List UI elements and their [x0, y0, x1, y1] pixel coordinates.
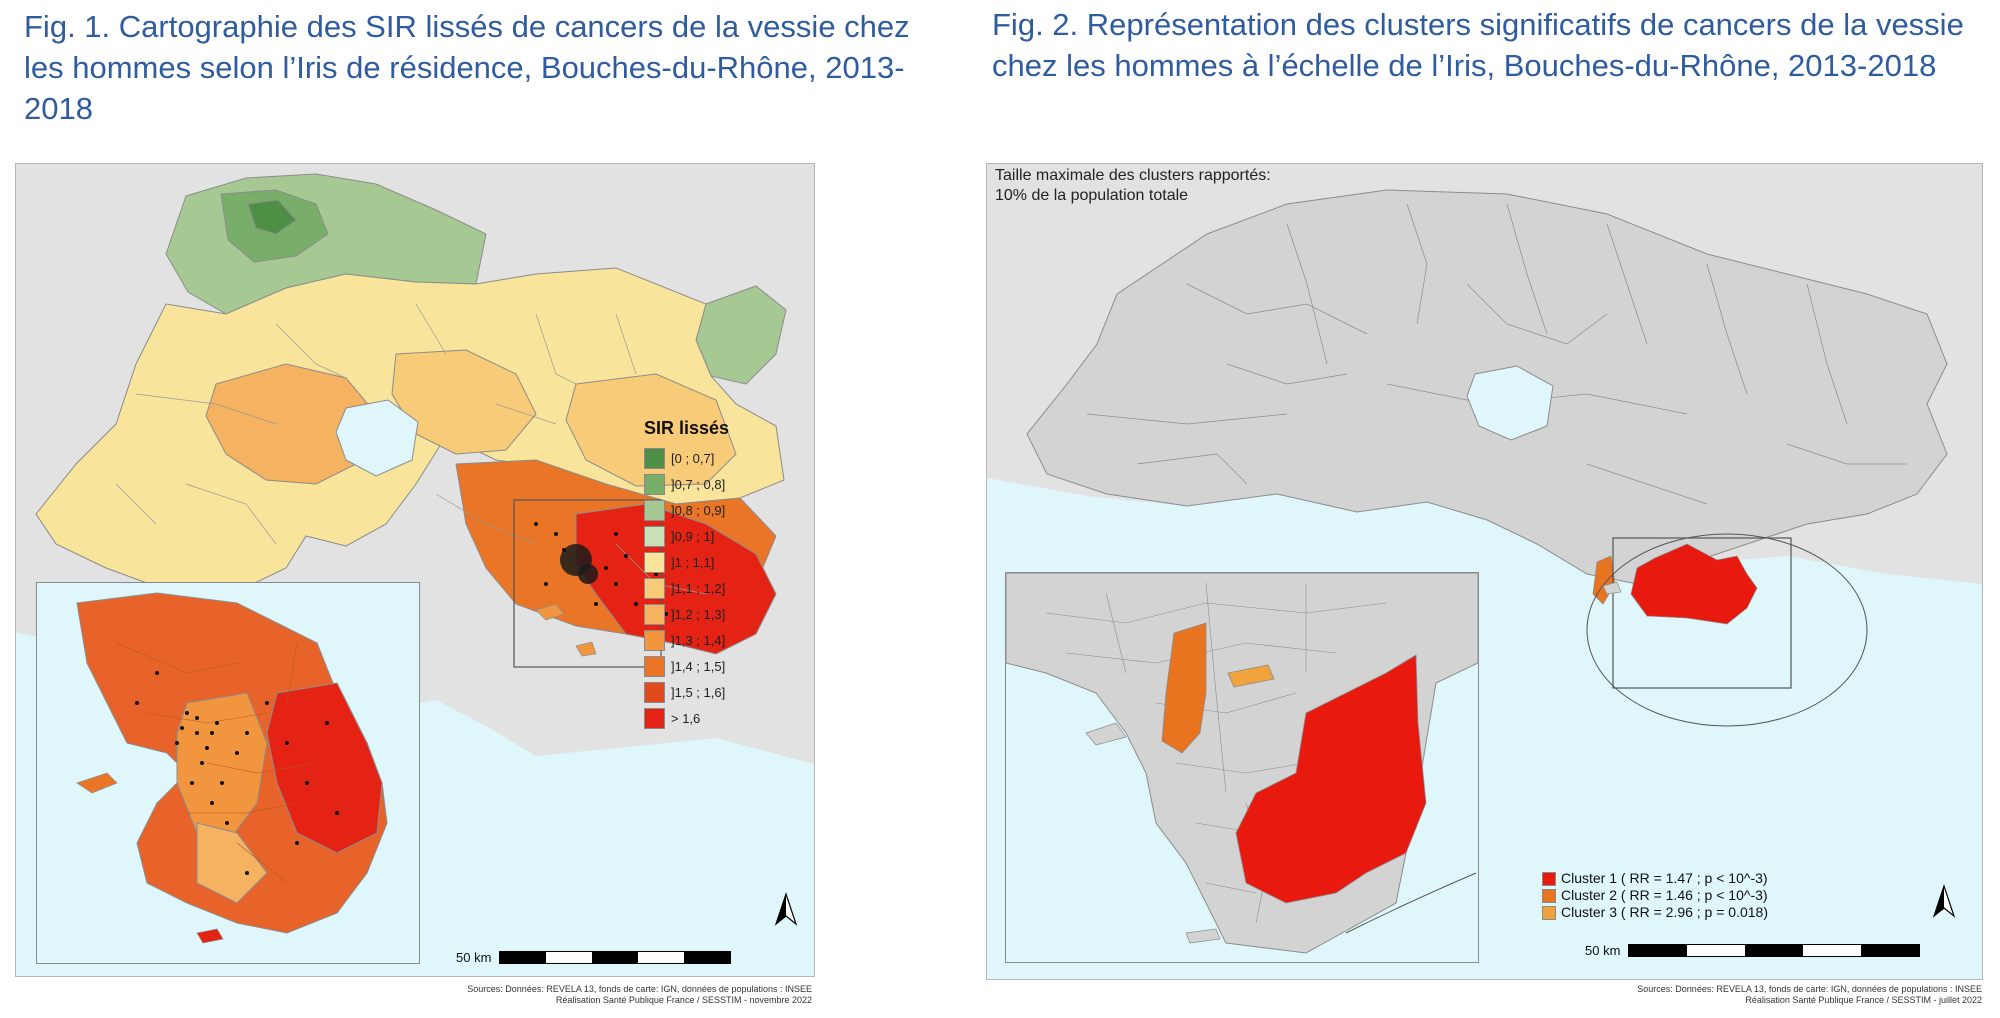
cluster-1-area — [1630, 543, 1758, 625]
legend-label: ]0,8 ; 0,9] — [671, 502, 726, 518]
cluster-legend-item: Cluster 1 ( RR = 1.47 ; p < 10^-3) — [1542, 870, 1768, 887]
legend-swatch — [644, 447, 665, 469]
legend-label: ]1,1 ; 1,2] — [671, 580, 726, 596]
cluster-label: Cluster 1 ( RR = 1.47 ; p < 10^-3) — [1561, 870, 1768, 886]
legend-item: ]1,4 ; 1,5] — [644, 654, 725, 678]
legend-swatch — [644, 655, 665, 677]
sources-line: Sources: Données: REVELA 13, fonds de ca… — [1637, 984, 1982, 994]
cluster-3-inset-area — [1227, 664, 1275, 688]
scale-bar-graphic — [499, 951, 732, 964]
legend-item: ]0,9 ; 1] — [644, 524, 714, 548]
cluster-size-note: Taille maximale des clusters rapportés: … — [995, 166, 1271, 206]
legend-item: ]1,1 ; 1,2] — [644, 576, 725, 600]
figure-1-title: Fig. 1. Cartographie des SIR lissés de c… — [24, 9, 910, 126]
cluster-swatch — [1542, 905, 1556, 920]
legend-item: ]1,5 ; 1,6] — [644, 680, 725, 704]
cluster-1-circle — [1586, 533, 1868, 727]
legend-swatch — [644, 473, 665, 495]
north-arrow-icon — [1932, 884, 1956, 918]
credits-line: Réalisation Santé Publique France / SESS… — [555, 995, 812, 1005]
sources-line: Sources: Données: REVELA 13, fonds de ca… — [467, 984, 812, 994]
scale-bar-graphic — [1628, 944, 1921, 957]
legend-label: ]1,5 ; 1,6] — [671, 684, 726, 700]
credits-line: Réalisation Santé Publique France / SESS… — [1745, 995, 1982, 1005]
cluster-inset-svg — [1006, 573, 1478, 962]
cluster-map: Taille maximale des clusters rapportés: … — [986, 163, 1983, 980]
legend-item: ]1 ; 1,1] — [644, 550, 714, 574]
marseille-inset-svg — [76, 592, 388, 944]
legend-item: [0 ; 0,7] — [644, 446, 714, 470]
legend-item: ]1,3 ; 1,4] — [644, 628, 725, 652]
legend-swatch — [644, 499, 665, 521]
legend-item: > 1,6 — [644, 706, 700, 730]
cluster-legend-item: Cluster 3 ( RR = 2.96 ; p = 0.018) — [1542, 904, 1768, 921]
legend-swatch — [644, 681, 665, 703]
legend-label: ]1 ; 1,1] — [671, 554, 715, 570]
legend-item: ]1,2 ; 1,3] — [644, 602, 725, 626]
cluster-2-inset-area — [1161, 622, 1207, 754]
case-points — [534, 522, 668, 616]
land-orange-east — [565, 373, 737, 487]
legend-label: ]1,3 ; 1,4] — [671, 632, 726, 648]
cluster-legend-item: Cluster 2 ( RR = 1.46 ; p < 10^-3) — [1542, 887, 1768, 904]
cluster-swatch — [1542, 888, 1556, 903]
etang-de-berre — [335, 399, 419, 477]
figure-2-title: Fig. 2. Représentation des clusters sign… — [992, 7, 1964, 83]
land-orange-mid — [391, 349, 537, 455]
land-orange-center — [205, 363, 377, 485]
cluster-label: Cluster 2 ( RR = 1.46 ; p < 10^-3) — [1561, 887, 1768, 903]
scale-bar: 50 km — [1585, 943, 1921, 958]
inset-case-points — [135, 671, 339, 875]
legend-swatch — [644, 525, 665, 547]
note-line-2: 10% de la population totale — [995, 187, 1189, 204]
cluster-1-inset-area — [1235, 654, 1427, 904]
scale-label: 50 km — [456, 950, 492, 965]
legend-swatch — [644, 707, 665, 729]
land-green-darker — [247, 199, 297, 235]
etang-de-berre — [1466, 365, 1554, 441]
cluster-legend: Cluster 1 ( RR = 1.47 ; p < 10^-3) Cluste… — [1542, 870, 1768, 921]
legend-swatch — [644, 551, 665, 573]
cluster-swatch — [1542, 871, 1556, 886]
legend-label: ]1,2 ; 1,3] — [671, 606, 726, 622]
north-arrow-icon — [774, 892, 798, 926]
legend-item: ]0,7 ; 0,8] — [644, 472, 725, 496]
legend-swatch — [644, 629, 665, 651]
land-marseille-red — [575, 503, 777, 655]
figure-1-sources: Sources: Données: REVELA 13, fonds de ca… — [370, 984, 812, 1006]
note-line-1: Taille maximale des clusters rapportés: — [995, 167, 1271, 184]
iris-boundaries — [1086, 203, 1907, 505]
legend-label: ]1,4 ; 1,5] — [671, 658, 726, 674]
legend-swatch — [644, 577, 665, 599]
legend-swatch — [644, 603, 665, 625]
legend-title: SIR lissés — [644, 418, 730, 438]
marseille-inset-map — [36, 582, 420, 964]
cluster-label: Cluster 3 ( RR = 2.96 ; p = 0.018) — [1561, 904, 1768, 920]
figure-2-sources: Sources: Données: REVELA 13, fonds de ca… — [1420, 984, 1982, 1006]
legend-label: ]0,9 ; 1] — [671, 528, 715, 544]
marseille-cluster-inset — [1005, 572, 1479, 963]
legend-label: [0 ; 0,7] — [671, 450, 715, 466]
scale-label: 50 km — [1585, 943, 1621, 958]
inset-locator-box — [1612, 537, 1792, 689]
sir-choropleth-map: SIR lissés [0 ; 0,7] ]0,7 ; 0,8] ]0,8 ; 0,… — [15, 163, 815, 977]
scale-bar: 50 km — [456, 950, 732, 965]
legend-label: > 1,6 — [671, 710, 701, 726]
legend-label: ]0,7 ; 0,8] — [671, 476, 726, 492]
legend-item: ]0,8 ; 0,9] — [644, 498, 725, 522]
